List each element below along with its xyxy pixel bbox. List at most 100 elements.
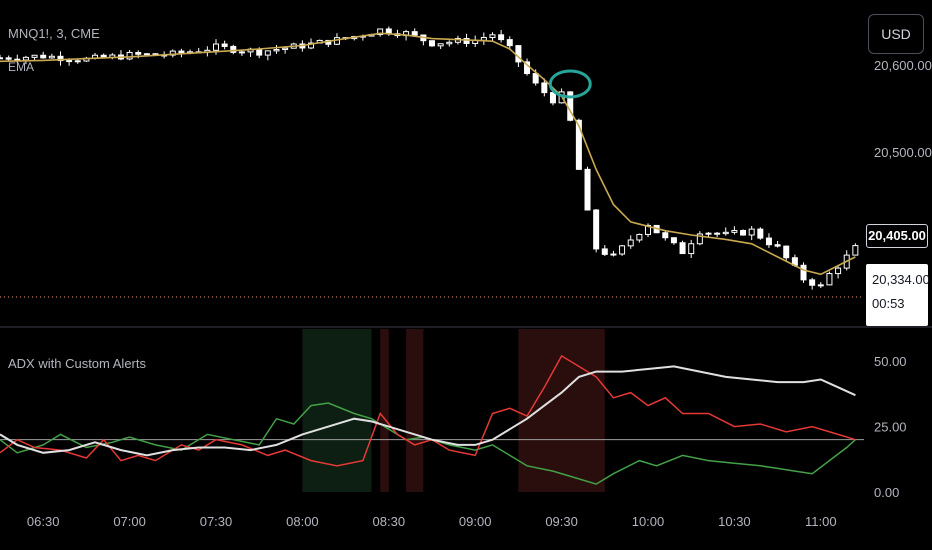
candle-body [679,242,686,255]
currency-button[interactable]: USD [868,14,924,54]
adx-pane[interactable] [0,329,864,492]
candle-body [238,51,245,54]
candle-body [584,168,591,211]
candle-body [437,43,444,47]
candle-body [575,119,582,170]
candle-body [696,233,703,245]
candle-body [230,45,237,53]
annotation-circle[interactable] [548,69,592,99]
stop-price-value: 20,334.00 [872,272,930,287]
candle-body [282,47,289,51]
adx-axis[interactable]: 50.00 25.00 0.00 [874,354,907,500]
candle-body [670,237,677,244]
candle-body [757,228,764,239]
ema-legend-label: EMA [8,60,35,74]
candle-body [489,34,496,39]
time-axis-label: 09:30 [545,514,578,529]
stop-price-tag: 20,334.00 00:53 [866,264,930,326]
candle-body [66,60,73,63]
candle-body [506,39,513,47]
candle-body [731,229,738,233]
time-axis-label: 11:00 [805,514,837,529]
adx-axis-label: 50.00 [874,354,907,369]
candle-body [748,228,755,236]
candle-body [48,55,55,59]
candle-body [57,55,64,62]
time-axis-label: 09:00 [459,514,492,529]
candle-body [541,82,548,94]
candle-body [532,73,539,84]
candle-body [662,232,669,239]
candle-body [74,60,81,63]
candle-body [549,92,556,104]
time-axis-label: 08:00 [286,514,319,529]
candle-body [377,28,384,36]
price-axis-label: 20,600.00 [874,58,932,73]
candle-body [688,243,695,255]
candle-body [429,40,435,47]
candle-body [765,237,772,246]
indicator-title[interactable]: ADX with Custom Alerts [8,356,146,371]
candle-body [5,57,12,60]
candle-body [714,232,721,235]
time-axis-label: 10:00 [632,514,665,529]
adx-background-band [518,329,605,492]
candle-body [178,50,185,54]
bar-countdown: 00:53 [872,296,905,311]
candle-body [636,233,643,241]
candle-body [601,248,608,255]
candle-body [0,57,3,60]
candle-body [705,232,712,235]
candle-body [143,53,150,56]
candle-body [31,54,38,58]
candle-body [446,41,453,45]
candle-body [308,42,315,49]
adx-axis-label: 0.00 [874,485,899,500]
candle-body [835,267,842,275]
candle-body [498,34,505,41]
candle-body [774,244,781,247]
candle-body [264,50,271,56]
candle-body [593,209,600,250]
candle-body [826,273,833,286]
candle-body [645,224,651,235]
candle-body [809,279,816,286]
time-axis-label: 10:30 [718,514,751,529]
time-axis-label: 07:00 [113,514,146,529]
symbol-label[interactable]: MNQ1!, 3, CME [8,26,100,41]
candle-body [40,54,47,59]
candle-body [627,239,634,247]
candle-body [126,51,133,60]
time-axis-label: 08:30 [373,514,406,529]
price-axis-label: 20,500.00 [874,145,932,160]
candle-body [740,229,747,236]
candle-body [256,48,263,56]
price-pane[interactable] [0,26,864,298]
ema-line [0,32,856,276]
candle-body [463,38,470,44]
time-axis-label: 06:30 [27,514,60,529]
time-axis[interactable]: 06:30 07:00 07:30 08:00 08:30 09:00 09:30 10:00… [27,514,837,529]
adx-background-band [380,329,389,492]
adx-background-band [302,329,372,492]
adx-axis-label: 25.00 [874,420,907,435]
current-price-tag: 20,405.00 [866,224,928,248]
candle-body [852,245,859,256]
candle-body [213,43,219,51]
candle-body [783,245,790,259]
candle-body [610,253,617,256]
candle-body [411,31,418,36]
candle-body [722,231,729,235]
candle-body [817,284,824,287]
candle-body [800,264,807,281]
candle-body [619,245,626,255]
price-axis[interactable]: 20,600.00 20,500.00 [874,58,932,160]
adx-line [0,365,856,457]
adx-background-band [406,329,424,492]
candle-body [135,51,142,55]
candle-body [273,49,280,52]
candle-body [221,43,228,47]
time-axis-label: 07:30 [200,514,233,529]
